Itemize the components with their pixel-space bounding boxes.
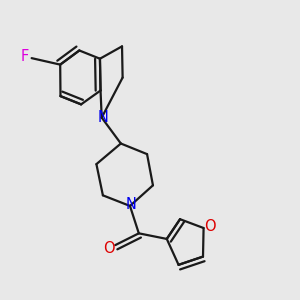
Text: F: F bbox=[21, 50, 29, 64]
Text: N: N bbox=[97, 110, 108, 125]
Text: O: O bbox=[204, 219, 216, 234]
Text: N: N bbox=[125, 197, 136, 212]
Text: O: O bbox=[103, 241, 115, 256]
